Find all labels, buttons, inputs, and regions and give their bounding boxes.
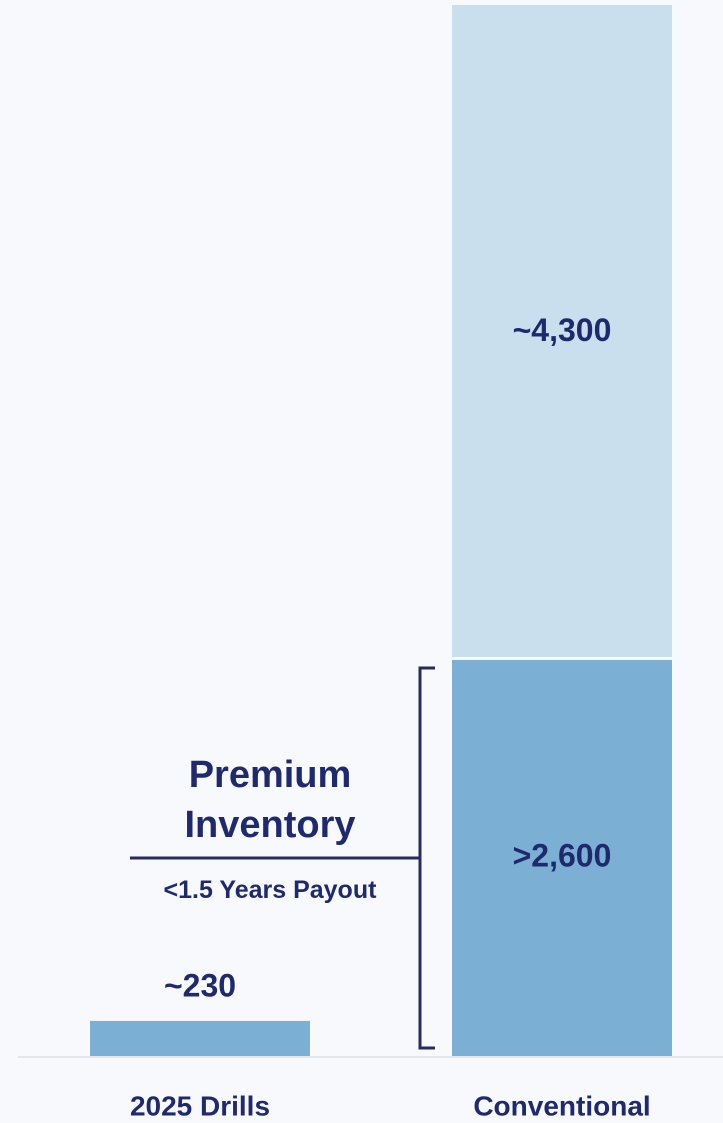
value-label: >2,600 [513, 837, 612, 873]
bracket [418, 666, 435, 1050]
value-label: ~230 [164, 967, 236, 1003]
x-tick-label: 2025 Drills [130, 1090, 270, 1121]
x-tick-label: Conventional [473, 1090, 650, 1121]
annotation-subtitle: <1.5 Years Payout [163, 875, 377, 904]
bar-segment [90, 1020, 310, 1056]
value-label: ~4,300 [513, 312, 612, 348]
annotation-title: Premium Inventory [184, 753, 356, 846]
bar-segment [452, 5, 672, 657]
bar-segment [452, 659, 672, 1056]
